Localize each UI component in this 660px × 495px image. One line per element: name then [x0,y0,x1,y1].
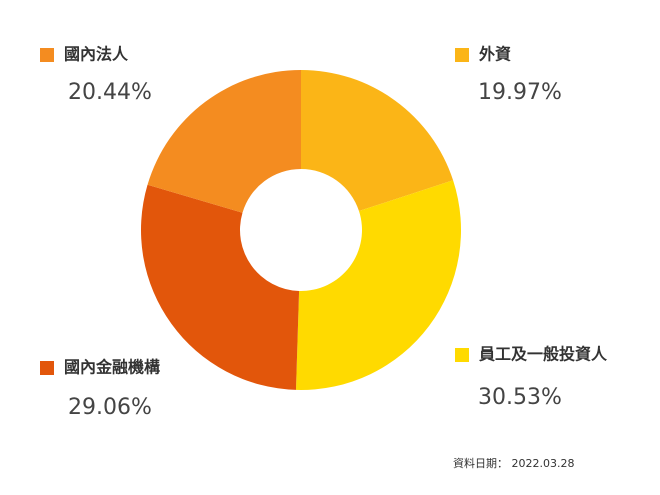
donut-segment [141,184,300,390]
legend-label: 國內金融機構 [64,358,160,377]
legend-label: 國內法人 [64,45,129,64]
donut-segment [301,70,454,212]
value-label: 20.44% [68,80,152,105]
legend-label: 員工及一般投資人 [478,345,608,364]
value-label: 30.53% [478,385,562,410]
value-label: 29.06% [68,395,152,420]
source-note: 資料日期： 2022.03.28 [453,456,574,470]
legend-swatch [40,361,54,375]
donut-segment [147,70,301,213]
legend-label: 外資 [478,45,511,64]
legend-swatch [455,348,469,362]
donut-segment [295,180,461,391]
legend-swatch [40,48,54,62]
value-label: 19.97% [478,80,562,105]
legend-swatch [455,48,469,62]
